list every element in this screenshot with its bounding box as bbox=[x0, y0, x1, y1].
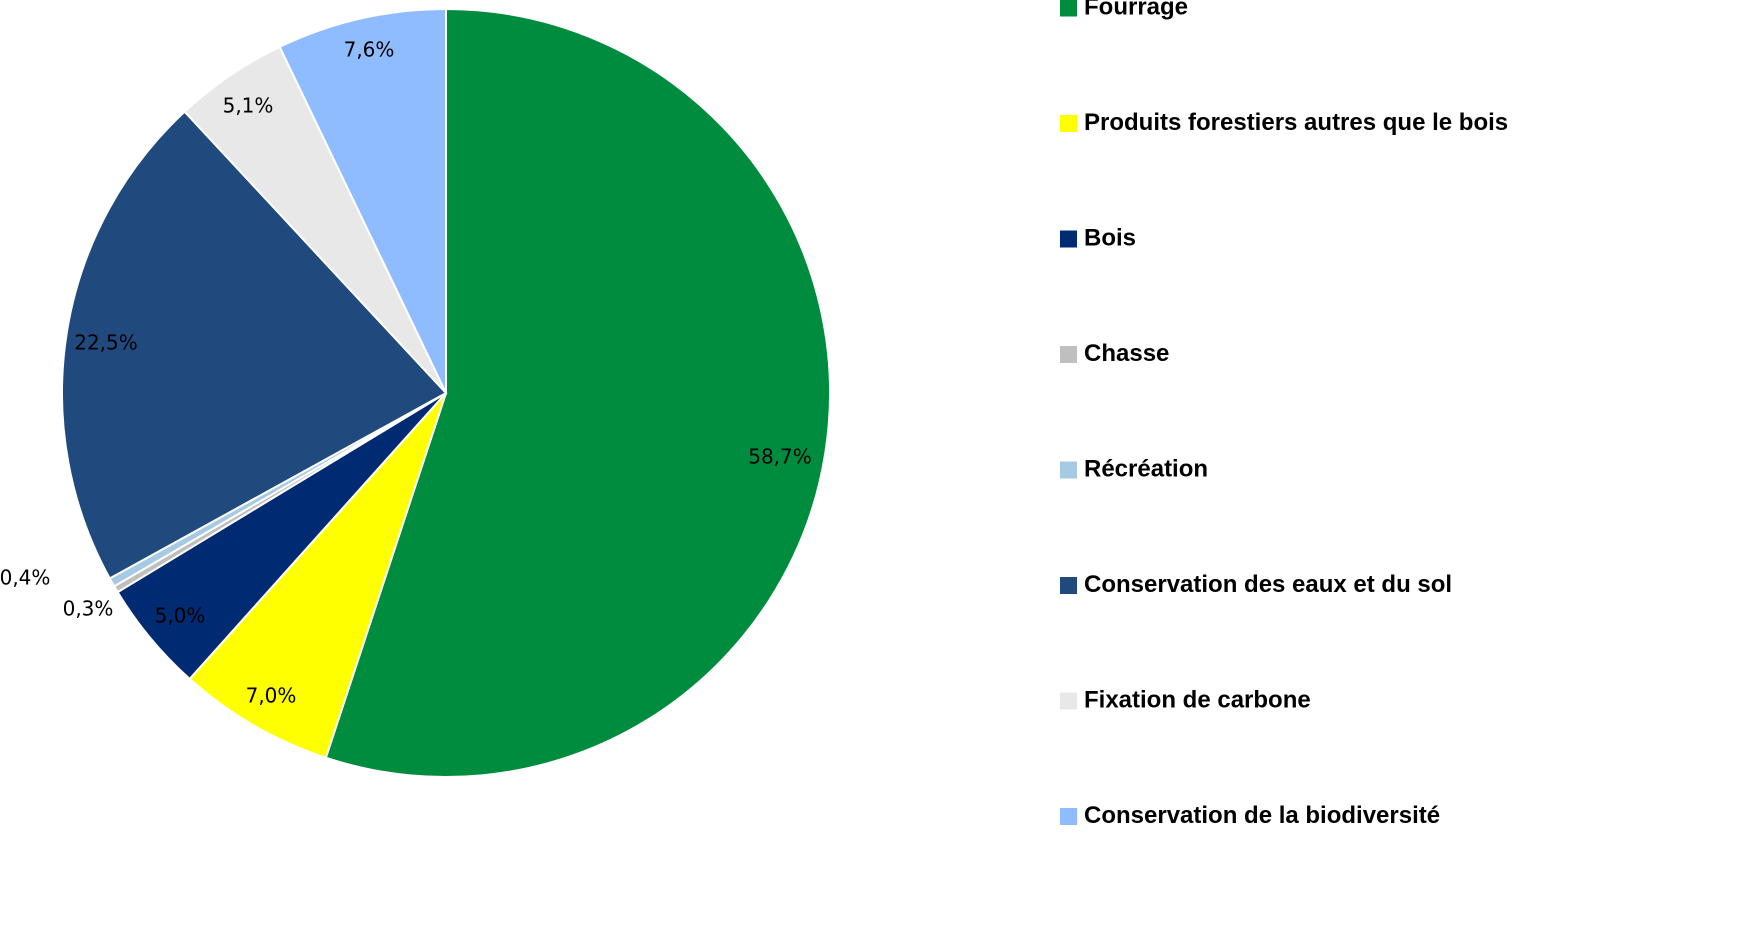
pie-slice-produits-forestiers-autres-que-le-bois bbox=[188, 392, 447, 759]
legend-swatch-fixation-de-carbone bbox=[1060, 692, 1077, 710]
legend-swatch-recreation bbox=[1060, 461, 1077, 479]
legend-item-bois: Bois bbox=[1060, 224, 1136, 251]
pie-data-labels: 58,7% 7,0% 5,0% 0,3% 0,4% 22,5% 5,1% 7,6% bbox=[0, 38, 812, 708]
data-label-conservation-des-eaux-et-du-sol: 22,5% bbox=[74, 331, 138, 355]
legend-swatch-conservation-des-eaux-et-du-sol bbox=[1060, 577, 1077, 594]
legend-label-fixation-de-carbone: Fixation de carbone bbox=[1084, 686, 1311, 713]
pie-slice-conservation-des-eaux-et-du-sol bbox=[61, 110, 448, 580]
chart-legend: Fourrage Produits forestiers autres que l… bbox=[1060, 0, 1508, 829]
legend-swatch-bois bbox=[1060, 230, 1077, 248]
pie-slices bbox=[61, 7, 831, 778]
legend-label-chasse: Chasse bbox=[1084, 340, 1169, 367]
data-label-chasse: 0,3% bbox=[63, 597, 114, 621]
legend-label-fourrage: Fourrage bbox=[1084, 0, 1188, 20]
legend-swatch-chasse bbox=[1060, 346, 1077, 363]
data-label-conservation-de-la-biodiversite: 7,6% bbox=[344, 38, 395, 62]
legend-item-conservation-des-eaux-et-du-sol: Conservation des eaux et du sol bbox=[1060, 571, 1452, 598]
data-label-fourrage: 58,7% bbox=[748, 445, 812, 469]
data-label-fixation-de-carbone: 5,1% bbox=[223, 94, 274, 118]
legend-label-conservation-des-eaux-et-du-sol: Conservation des eaux et du sol bbox=[1084, 571, 1452, 598]
legend-swatch-conservation-de-la-biodiversite bbox=[1060, 808, 1077, 825]
data-label-produits-forestiers-autres-que-le-bois: 7,0% bbox=[246, 684, 297, 708]
pie-slice-conservation-de-la-biodiversite bbox=[278, 7, 447, 394]
legend-item-produits-forestiers-autres-que-le-bois: Produits forestiers autres que le bois bbox=[1060, 109, 1508, 136]
legend-item-chasse: Chasse bbox=[1060, 340, 1169, 367]
legend-item-recreation: Récréation bbox=[1060, 455, 1208, 482]
legend-label-recreation: Récréation bbox=[1084, 455, 1208, 482]
legend-item-fixation-de-carbone: Fixation de carbone bbox=[1060, 686, 1311, 713]
pie-slice-fourrage bbox=[324, 7, 831, 778]
legend-label-produits-forestiers-autres-que-le-bois: Produits forestiers autres que le bois bbox=[1084, 109, 1508, 136]
legend-swatch-produits-forestiers-autres-que-le-bois bbox=[1060, 115, 1077, 132]
legend-label-conservation-de-la-biodiversite: Conservation de la biodiversité bbox=[1084, 802, 1440, 829]
data-label-recreation: 0,4% bbox=[0, 566, 50, 590]
legend-label-bois: Bois bbox=[1084, 224, 1136, 251]
legend-swatch-fourrage bbox=[1060, 0, 1077, 17]
legend-item-fourrage: Fourrage bbox=[1060, 0, 1188, 20]
data-label-bois: 5,0% bbox=[155, 604, 206, 628]
legend-item-conservation-de-la-biodiversite: Conservation de la biodiversité bbox=[1060, 802, 1440, 829]
